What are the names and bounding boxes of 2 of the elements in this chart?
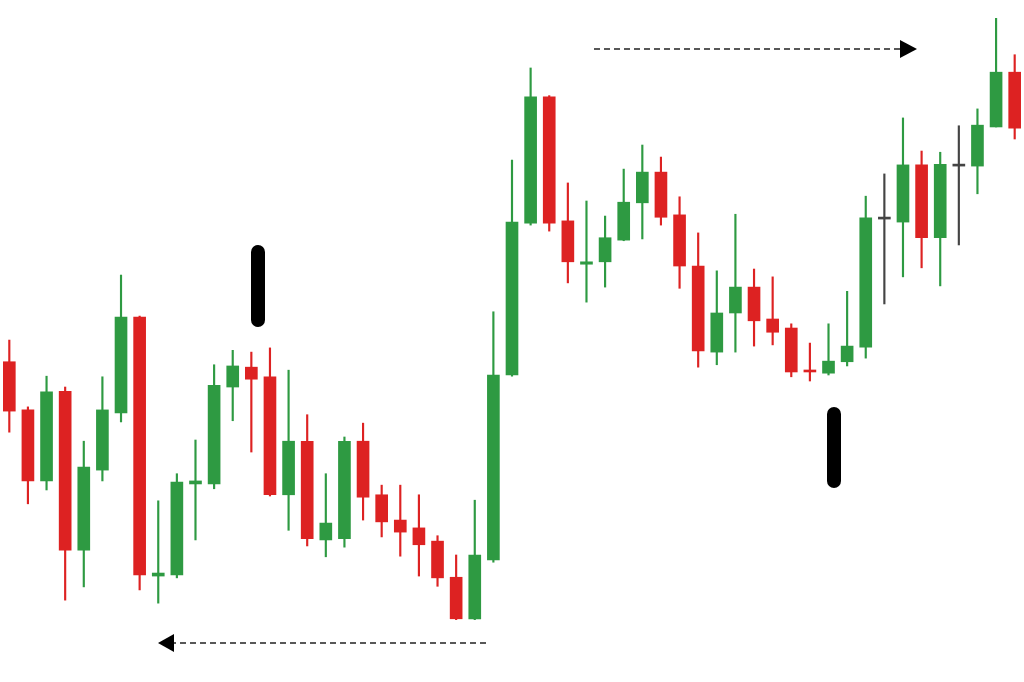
candlestick <box>822 323 835 376</box>
candlestick <box>580 200 593 303</box>
